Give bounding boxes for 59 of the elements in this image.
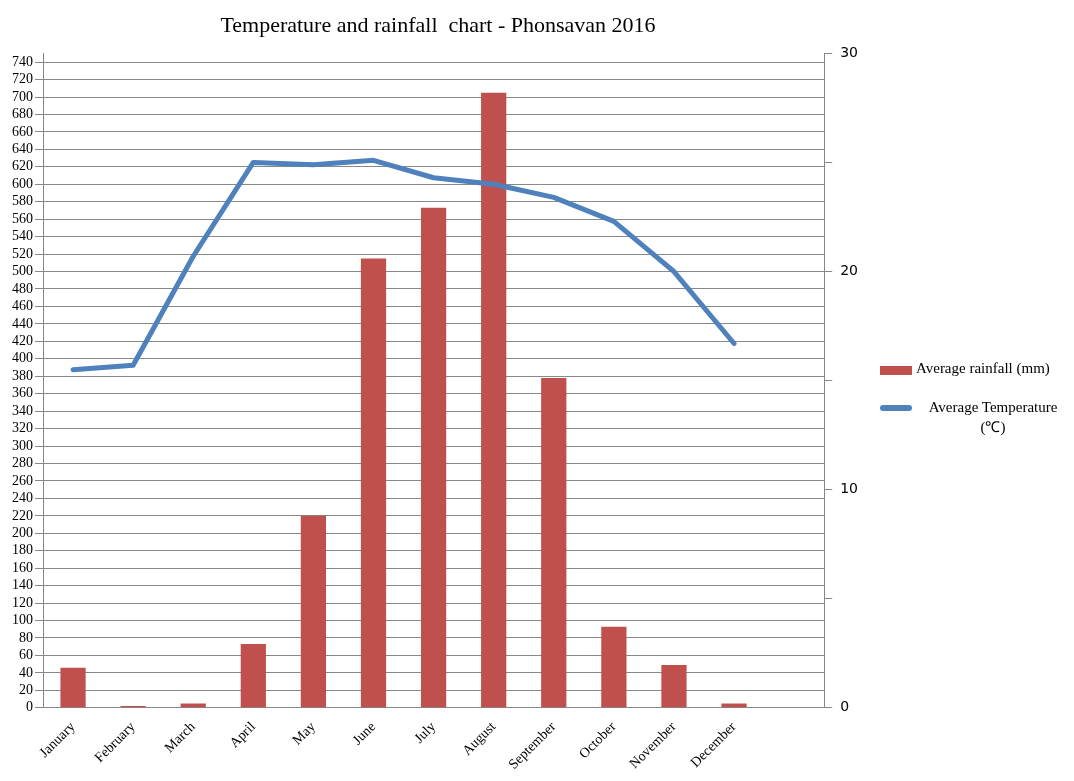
y-tick-label: 320 — [12, 420, 33, 436]
legend-label: Average Temperature (℃) — [927, 399, 1059, 436]
y-tick-label: 680 — [12, 106, 33, 122]
y-tick-label: 540 — [12, 228, 33, 244]
y-tick-label: 80 — [19, 629, 33, 645]
y-tick-label: 140 — [12, 577, 33, 593]
y-tick-label: 700 — [12, 88, 33, 104]
y-tick-label: 460 — [12, 298, 33, 314]
bar — [541, 377, 567, 708]
legend-label: Average rainfall (mm) — [916, 360, 1050, 377]
bar — [300, 515, 327, 708]
y-tick-label: 480 — [12, 280, 33, 296]
y-tick-label: 500 — [12, 263, 33, 279]
y-tick-label: 220 — [12, 507, 33, 523]
y-tick-label: 640 — [12, 141, 33, 157]
y-tick-label: 380 — [12, 367, 33, 383]
y-tick-label: 40 — [19, 664, 33, 680]
y2-tick-label: 20 — [840, 262, 859, 279]
y-tick-label: 100 — [12, 612, 33, 628]
y-tick-label: 400 — [12, 350, 33, 366]
x-tick-label: July — [411, 718, 439, 746]
y-tick-label: 200 — [12, 524, 33, 540]
x-tick-label: June — [349, 718, 379, 748]
y2-tick-label: 0 — [840, 698, 850, 715]
bar — [420, 207, 447, 708]
y2-tick-label: 30 — [840, 44, 859, 61]
y-tick-label: 420 — [12, 333, 33, 348]
y-tick-label: 560 — [12, 210, 33, 226]
bar — [721, 703, 747, 708]
y-tick-label: 580 — [12, 193, 33, 209]
y-tick-label: 240 — [12, 490, 33, 506]
y-tick-label: 280 — [12, 455, 33, 471]
bar — [360, 258, 387, 708]
y-tick-label: 600 — [12, 175, 33, 191]
bar — [60, 667, 86, 708]
x-tick-label: May — [289, 718, 319, 748]
bar — [481, 92, 507, 708]
bar — [601, 626, 627, 708]
y-tick-label: 120 — [12, 594, 33, 610]
y-tick-label: 520 — [12, 245, 33, 261]
y-tick-label: 360 — [12, 385, 33, 401]
y2-tick-label: 10 — [840, 480, 859, 497]
y-tick-label: 740 — [12, 53, 33, 69]
y-tick-label: 620 — [12, 158, 33, 174]
y-tick-label: 660 — [12, 123, 33, 139]
y-tick-label: 160 — [12, 559, 33, 575]
y-tick-label: 260 — [12, 472, 33, 488]
chart-title: Temperature and rainfall chart - Phonsavan 2016 — [220, 11, 656, 37]
bar — [240, 644, 266, 708]
y-tick-label: 0 — [26, 699, 33, 715]
y-tick-label: 340 — [12, 402, 33, 418]
bar — [661, 665, 687, 708]
y-tick-label: 180 — [12, 542, 33, 558]
y-tick-label: 720 — [12, 71, 33, 87]
y-tick-label: 300 — [12, 437, 33, 453]
y-tick-label: 20 — [19, 682, 33, 698]
y-tick-label: 60 — [19, 647, 33, 663]
bar — [180, 703, 206, 708]
y-tick-label: 440 — [12, 315, 33, 331]
